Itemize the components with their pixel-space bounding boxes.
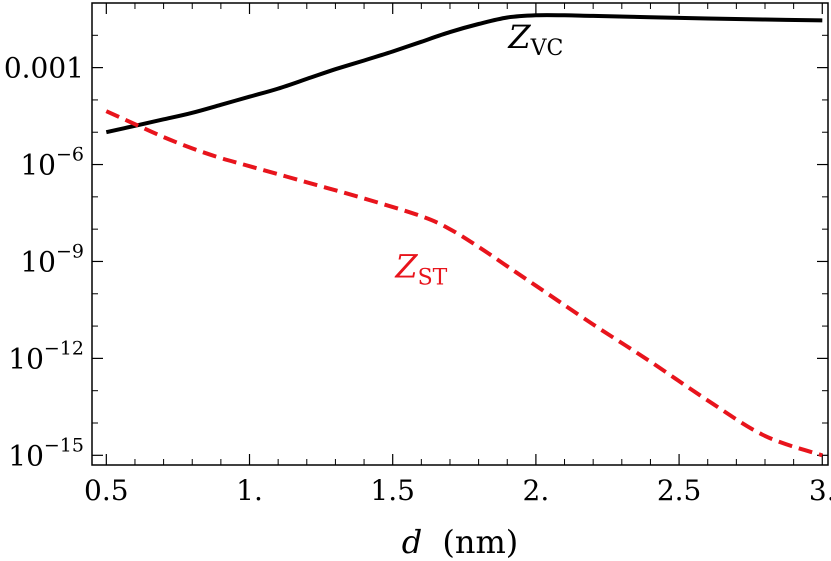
series-line-st [105, 109, 823, 458]
x-axis-unit: (nm) [442, 523, 518, 561]
tick-marks [92, 2, 828, 465]
y-tick-labels: 0.001 10−6 10−9 10−12 10−15 [4, 52, 84, 473]
series-label-vc: ZVC [507, 18, 563, 61]
x-tick-label: 1.5 [370, 474, 415, 507]
y-tick-label: 10−9 [20, 240, 84, 278]
y-tick-label: 0.001 [4, 52, 84, 85]
x-tick-label: 3. [809, 474, 831, 507]
series-line-vc [105, 13, 823, 135]
x-tick-label: 2.5 [657, 474, 702, 507]
x-tick-labels: 0.5 1. 1.5 2. 2.5 3. [84, 474, 831, 507]
x-tick-label: 0.5 [84, 474, 129, 507]
x-axis-title: d (nm) [402, 523, 519, 561]
plot-frame [91, 2, 829, 466]
x-tick-label: 2. [523, 474, 550, 507]
y-tick-label: 10−15 [8, 434, 84, 472]
y-tick-label: 10−12 [8, 337, 84, 375]
y-tick-label: 10−6 [20, 144, 84, 182]
series-label-st: ZST [394, 248, 447, 291]
x-axis-variable: d [402, 523, 422, 561]
x-tick-label: 1. [236, 474, 263, 507]
series-annotations: ZVC ZST [394, 18, 563, 290]
series-layer [105, 13, 823, 458]
